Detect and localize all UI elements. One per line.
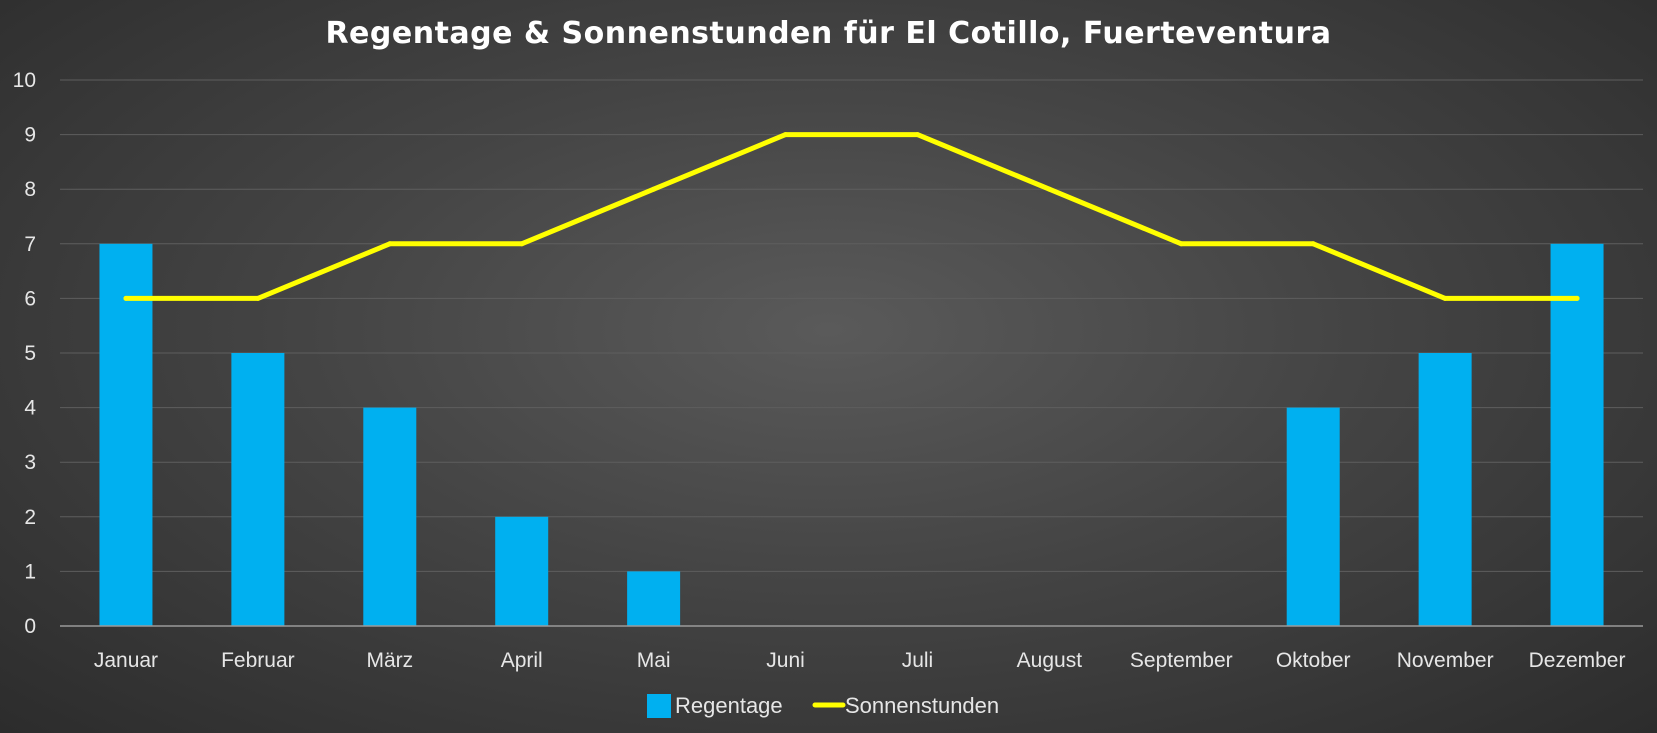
- x-tick-label: November: [1397, 649, 1494, 672]
- y-tick-label: 5: [24, 342, 36, 365]
- y-tick-label: 9: [24, 124, 36, 147]
- line-sonnenstunden: [123, 132, 1580, 301]
- point-sonnenstunden: [387, 241, 393, 247]
- x-tick-label: Februar: [221, 649, 295, 672]
- point-sonnenstunden: [1178, 241, 1184, 247]
- y-tick-label: 0: [24, 615, 36, 638]
- bar-regentage: [363, 407, 417, 626]
- y-tick-label: 8: [24, 178, 36, 201]
- x-tick-label: April: [501, 649, 543, 672]
- bar-regentage: [1286, 407, 1340, 626]
- y-tick-label: 2: [24, 506, 36, 529]
- point-sonnenstunden: [1310, 241, 1316, 247]
- x-tick-label: Juni: [766, 649, 805, 672]
- point-sonnenstunden: [651, 186, 657, 192]
- bar-regentage: [99, 243, 153, 627]
- y-tick-label: 6: [24, 287, 36, 310]
- bar-regentage: [1550, 243, 1604, 627]
- bar-regentage: [495, 516, 549, 626]
- point-sonnenstunden: [783, 132, 789, 138]
- legend-swatch-regentage: [647, 694, 671, 718]
- legend-label-sonnenstunden: Sonnenstunden: [845, 693, 999, 718]
- point-sonnenstunden: [519, 241, 525, 247]
- x-tick-label: Oktober: [1276, 649, 1351, 672]
- x-tick-label: September: [1130, 649, 1233, 672]
- y-tick-label: 10: [13, 69, 36, 92]
- x-tick-label: Juli: [902, 649, 934, 672]
- x-tick-label: August: [1017, 649, 1083, 672]
- point-sonnenstunden: [1046, 186, 1052, 192]
- point-sonnenstunden: [914, 132, 920, 138]
- chart-title: Regentage & Sonnenstunden für El Cotillo…: [325, 16, 1332, 51]
- y-tick-label: 1: [24, 560, 36, 583]
- bar-regentage: [1418, 353, 1472, 626]
- bar-regentage: [231, 353, 285, 626]
- x-tick-label: März: [366, 649, 413, 672]
- x-tick-label: Januar: [94, 649, 158, 672]
- point-sonnenstunden: [255, 295, 261, 301]
- y-tick-label: 4: [24, 397, 36, 420]
- point-sonnenstunden: [123, 295, 129, 301]
- y-tick-label: 7: [24, 233, 36, 256]
- x-tick-label: Mai: [637, 649, 671, 672]
- point-sonnenstunden: [1442, 295, 1448, 301]
- bar-regentage: [627, 571, 681, 626]
- legend-label-regentage: Regentage: [675, 693, 783, 718]
- y-tick-label: 3: [24, 451, 36, 474]
- x-tick-label: Dezember: [1529, 649, 1626, 672]
- point-sonnenstunden: [1574, 295, 1580, 301]
